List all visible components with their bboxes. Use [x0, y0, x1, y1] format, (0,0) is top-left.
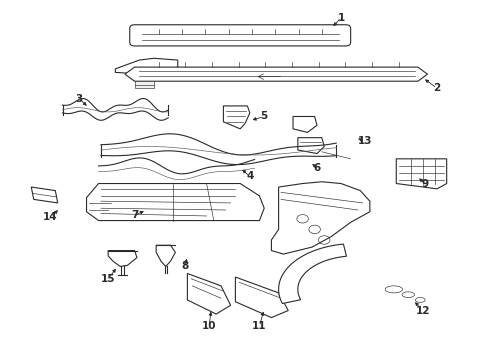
Text: 13: 13: [358, 136, 372, 146]
Polygon shape: [298, 138, 324, 154]
Text: 11: 11: [252, 321, 267, 332]
Text: 12: 12: [416, 306, 430, 315]
Text: 9: 9: [421, 179, 429, 189]
FancyBboxPatch shape: [130, 25, 351, 46]
Text: 10: 10: [202, 321, 216, 332]
Text: 2: 2: [434, 83, 441, 93]
Polygon shape: [87, 184, 264, 221]
Text: 14: 14: [43, 212, 58, 222]
Text: 3: 3: [76, 94, 83, 104]
Text: 4: 4: [246, 171, 253, 181]
Polygon shape: [31, 187, 58, 203]
Polygon shape: [187, 274, 231, 314]
Polygon shape: [223, 106, 250, 129]
Polygon shape: [235, 277, 288, 318]
Polygon shape: [396, 159, 447, 189]
Polygon shape: [142, 34, 163, 40]
Polygon shape: [135, 81, 154, 88]
Polygon shape: [156, 245, 175, 266]
Polygon shape: [293, 117, 317, 132]
Polygon shape: [125, 67, 427, 81]
Text: 5: 5: [261, 112, 268, 121]
Polygon shape: [271, 182, 370, 254]
Text: 1: 1: [338, 13, 344, 23]
Text: 8: 8: [181, 261, 189, 271]
Text: 6: 6: [314, 163, 320, 173]
Polygon shape: [279, 244, 346, 303]
Text: 7: 7: [131, 210, 138, 220]
Polygon shape: [115, 58, 178, 74]
Polygon shape: [108, 251, 137, 266]
Text: 15: 15: [101, 274, 115, 284]
